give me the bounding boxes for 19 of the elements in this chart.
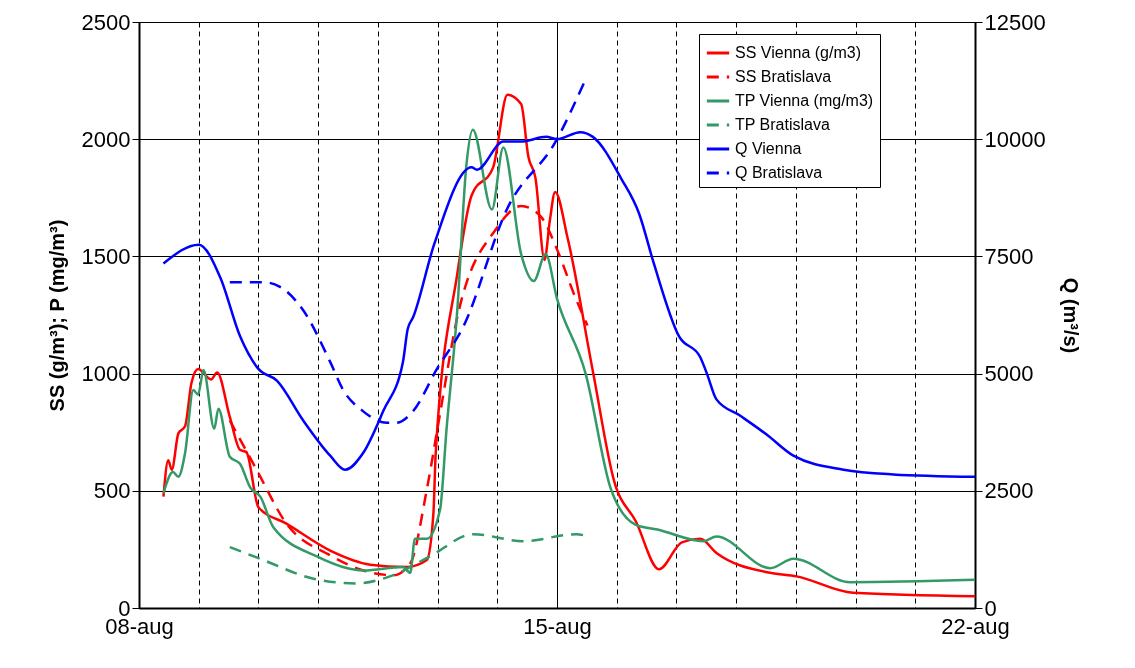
y-tick-label: 2000 — [81, 126, 131, 152]
legend-label: Q Bratislava — [735, 164, 823, 181]
y-tick-label: 2500 — [81, 9, 131, 35]
y-axis-title: SS (g/m³); P (mg/m³) — [45, 219, 68, 412]
y2-tick-label: 7500 — [984, 243, 1034, 269]
y2-tick-label: 5000 — [984, 361, 1034, 387]
y2-tick-label: 12500 — [984, 9, 1046, 35]
y2-tick-label: 10000 — [984, 126, 1046, 152]
legend-label: TP Bratislava — [735, 116, 830, 133]
x-tick-label: 15-aug — [523, 613, 592, 639]
legend-label: TP Vienna (mg/m3) — [735, 92, 874, 109]
y-tick-label: 500 — [93, 478, 131, 504]
legend-label: Q Vienna — [735, 140, 802, 157]
legend-label: SS Vienna (g/m3) — [735, 44, 861, 61]
y2-tick-label: 2500 — [984, 478, 1034, 504]
legend-label: SS Bratislava — [735, 68, 832, 85]
y-tick-label: 1000 — [81, 361, 131, 387]
y-tick-label: 1500 — [81, 243, 131, 269]
y2-axis-title: Q (m³/s) — [1059, 277, 1082, 354]
